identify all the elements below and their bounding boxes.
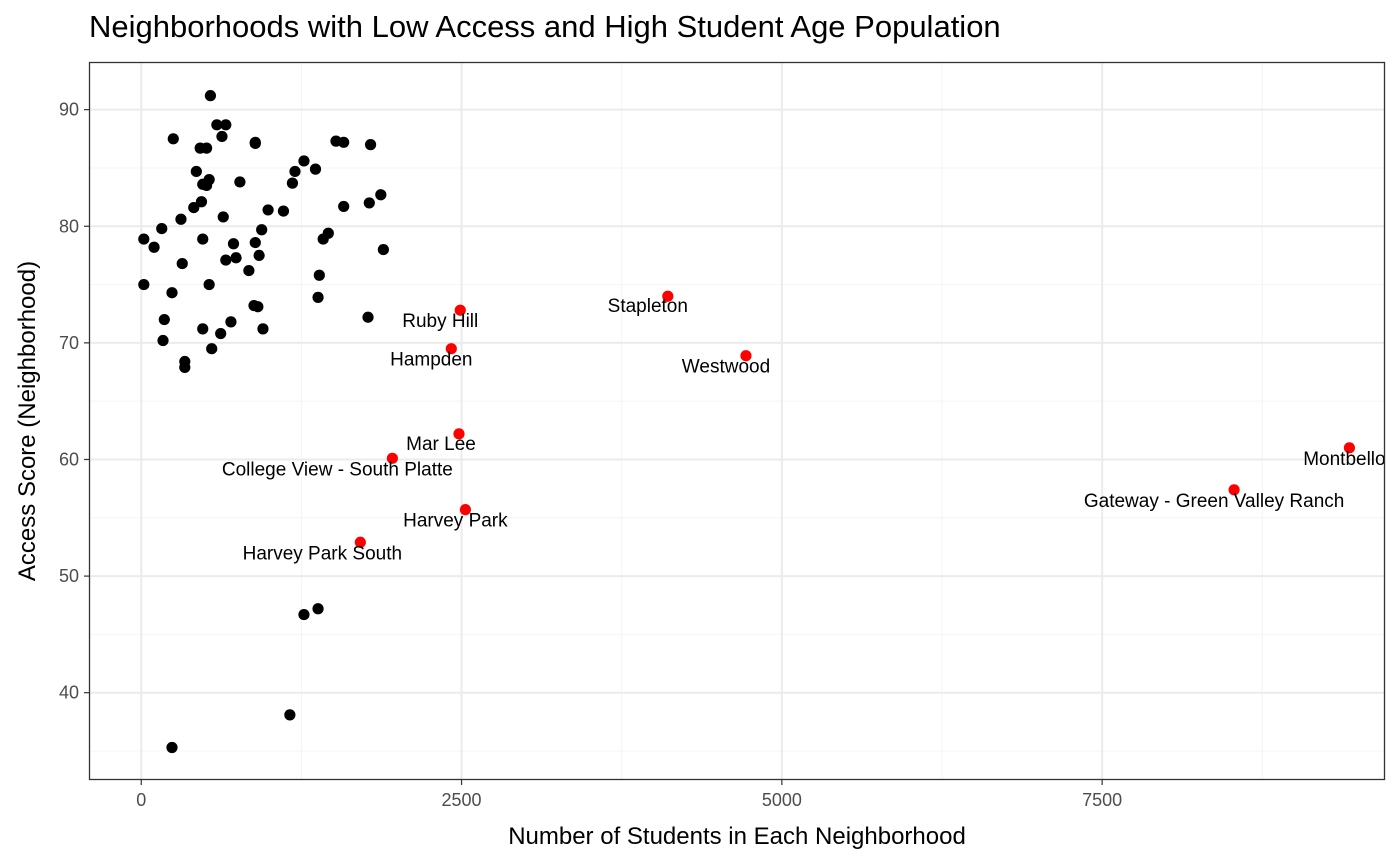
data-point bbox=[362, 311, 374, 323]
data-point bbox=[230, 252, 242, 264]
point-label: Gateway - Green Valley Ranch bbox=[1084, 491, 1345, 512]
y-axis-title: Access Score (Neighborhood) bbox=[14, 261, 41, 581]
data-point bbox=[179, 361, 191, 373]
highlight-point bbox=[459, 504, 471, 516]
data-point bbox=[243, 264, 255, 277]
data-point bbox=[377, 243, 389, 256]
data-point bbox=[277, 205, 290, 217]
highlight-point bbox=[445, 343, 457, 355]
point-label: Harvey Park bbox=[403, 511, 508, 532]
data-point bbox=[338, 200, 350, 213]
point-label: Mar Lee bbox=[406, 434, 476, 455]
x-tick-label: 7500 bbox=[1082, 790, 1122, 810]
data-point bbox=[375, 189, 387, 201]
data-point bbox=[312, 291, 324, 303]
point-label: Hampden bbox=[390, 350, 472, 371]
highlight-point bbox=[740, 350, 752, 362]
y-tick-label: 50 bbox=[59, 566, 79, 586]
data-point bbox=[166, 287, 178, 299]
data-point bbox=[286, 177, 299, 189]
data-point bbox=[156, 222, 168, 235]
data-point bbox=[204, 90, 217, 102]
data-point bbox=[338, 136, 350, 148]
data-point bbox=[148, 241, 160, 253]
data-point bbox=[309, 163, 322, 175]
data-point bbox=[234, 176, 246, 188]
data-point bbox=[249, 137, 261, 150]
point-label: Westwood bbox=[682, 357, 770, 378]
data-point bbox=[138, 278, 150, 291]
data-point bbox=[158, 313, 170, 326]
highlight-point bbox=[354, 536, 366, 548]
data-point bbox=[298, 608, 310, 621]
point-labels: Ruby Hill Stapleton Hampden Westwood Mar Lee… bbox=[222, 296, 1386, 564]
data-point bbox=[206, 343, 218, 355]
x-axis-title: Number of Students in Each Neighborhood bbox=[508, 823, 966, 850]
y-tick-label: 80 bbox=[59, 216, 79, 236]
data-point bbox=[188, 201, 200, 214]
data-point bbox=[262, 204, 274, 216]
data-point bbox=[249, 236, 261, 249]
data-point bbox=[157, 334, 169, 347]
data-point bbox=[312, 603, 324, 615]
data-point bbox=[252, 301, 264, 313]
data-point bbox=[225, 316, 237, 328]
point-label: Harvey Park South bbox=[243, 543, 402, 564]
grid-lines bbox=[90, 63, 1384, 779]
data-point bbox=[298, 155, 310, 167]
data-point bbox=[313, 269, 325, 281]
highlight-point bbox=[453, 428, 465, 440]
y-tick-label: 40 bbox=[59, 683, 79, 703]
data-point bbox=[167, 133, 179, 145]
data-point bbox=[364, 139, 377, 151]
panel-border bbox=[88, 61, 1386, 781]
chart-title: Neighborhoods with Low Access and High S… bbox=[89, 9, 1001, 44]
x-tick-label: 5000 bbox=[762, 790, 802, 810]
data-point bbox=[322, 227, 334, 239]
data-point bbox=[217, 211, 229, 223]
data-point bbox=[284, 709, 296, 721]
data-point bbox=[175, 213, 187, 225]
data-point bbox=[197, 233, 209, 245]
highlight-point bbox=[386, 452, 398, 464]
data-point bbox=[138, 233, 150, 245]
data-point bbox=[363, 197, 375, 209]
point-label: Ruby Hill bbox=[402, 311, 478, 332]
data-point bbox=[166, 741, 178, 754]
data-point bbox=[200, 179, 213, 192]
data-points bbox=[138, 90, 1356, 754]
data-point bbox=[197, 323, 209, 335]
highlight-point bbox=[1343, 442, 1356, 454]
data-point bbox=[256, 224, 268, 236]
data-point bbox=[176, 257, 188, 270]
point-label: College View - South Platte bbox=[222, 459, 453, 480]
data-point bbox=[195, 196, 208, 208]
data-point bbox=[216, 130, 228, 143]
y-tick-label: 60 bbox=[59, 449, 79, 469]
data-point bbox=[227, 238, 240, 250]
data-point bbox=[215, 327, 227, 340]
point-label: Stapleton bbox=[608, 296, 688, 317]
data-point bbox=[220, 119, 232, 131]
y-tick-label: 70 bbox=[59, 333, 79, 353]
x-tick-label: 2500 bbox=[442, 790, 482, 810]
highlight-point bbox=[662, 290, 674, 302]
data-point bbox=[220, 254, 232, 266]
data-point bbox=[289, 165, 301, 178]
x-tick-label: 0 bbox=[136, 790, 146, 810]
data-point bbox=[211, 119, 223, 131]
data-point bbox=[253, 249, 265, 262]
data-point bbox=[257, 323, 269, 335]
data-point bbox=[203, 278, 215, 291]
highlight-point bbox=[1228, 484, 1240, 496]
data-point bbox=[190, 165, 202, 178]
axes: 0 2500 5000 7500 40 50 60 70 80 90 bbox=[59, 100, 1122, 810]
data-point bbox=[200, 142, 213, 154]
point-label: Montbello bbox=[1303, 449, 1385, 470]
y-tick-label: 90 bbox=[59, 100, 79, 120]
highlight-point bbox=[454, 304, 466, 316]
